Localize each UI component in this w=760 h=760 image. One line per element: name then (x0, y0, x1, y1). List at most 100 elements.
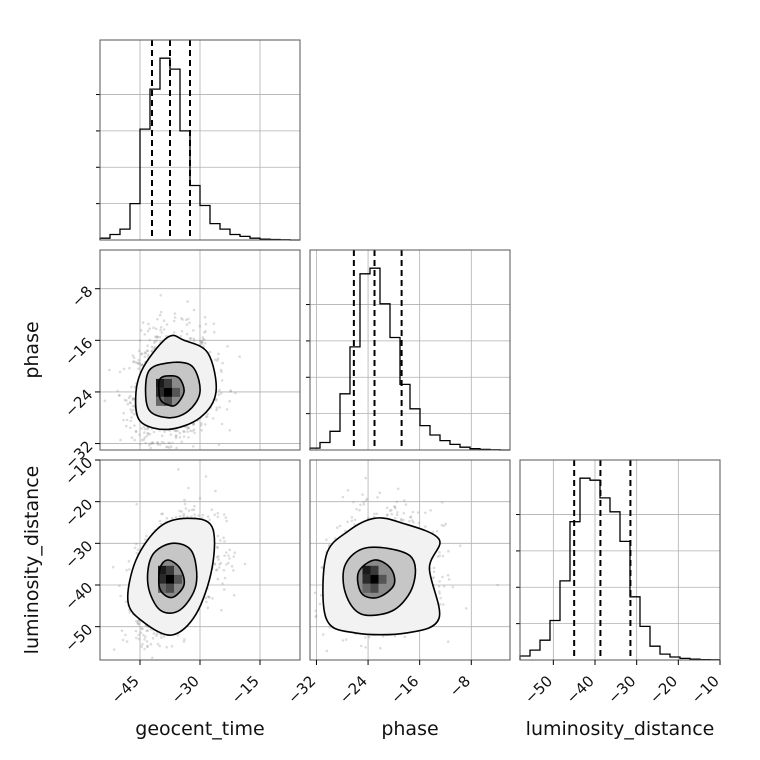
scatter-point (141, 642, 144, 646)
scatter-point (146, 644, 149, 648)
scatter-point (200, 341, 203, 345)
scatter-point (160, 452, 163, 455)
density-bin (370, 583, 379, 593)
scatter-point (158, 313, 162, 317)
scatter-point (135, 636, 138, 640)
panel-content (313, 476, 499, 653)
scatter-point (155, 335, 159, 338)
scatter-point (346, 520, 349, 524)
y-tick-label-luminosity_distance: −50 (61, 620, 96, 655)
scatter-point (378, 491, 382, 495)
scatter-point (219, 368, 223, 372)
scatter-point (127, 560, 131, 563)
scatter-point (216, 534, 220, 538)
scatter-point (132, 408, 135, 412)
scatter-point (366, 516, 370, 520)
scatter-point (402, 511, 406, 515)
scatter-point (217, 555, 220, 558)
scatter-point (134, 429, 138, 433)
scatter-point (217, 566, 221, 569)
scatter-point (432, 570, 436, 574)
scatter-point (185, 323, 189, 327)
scatter-point (215, 399, 218, 402)
scatter-point (217, 393, 221, 397)
scatter-point (162, 452, 165, 455)
scatter-point (186, 427, 189, 431)
scatter-point (403, 499, 406, 502)
scatter-point (129, 419, 132, 423)
scatter-point (128, 611, 132, 614)
scatter-point (390, 508, 393, 512)
scatter-point (234, 391, 237, 395)
scatter-point (439, 596, 442, 600)
scatter-point (151, 441, 155, 444)
scatter-point (206, 515, 210, 518)
scatter-point (135, 503, 138, 506)
scatter-point (441, 554, 445, 558)
scatter-point (185, 332, 189, 336)
scatter-point (225, 519, 228, 523)
scatter-point (385, 506, 389, 510)
x-tick-label-phase: −24 (336, 672, 371, 707)
scatter-point (160, 440, 164, 444)
scatter-point (211, 597, 214, 600)
scatter-point (154, 335, 157, 339)
density-bin (164, 387, 172, 397)
scatter-point (446, 574, 450, 577)
scatter-point (180, 317, 183, 320)
scatter-point (171, 516, 174, 520)
scatter-point (189, 429, 192, 433)
scatter-point (355, 507, 358, 511)
scatter-point (214, 397, 218, 401)
scatter-point (328, 626, 332, 629)
scatter-point (146, 645, 149, 648)
scatter-point (214, 489, 217, 493)
scatter-point (158, 644, 161, 648)
scatter-point (162, 635, 166, 638)
scatter-point (143, 427, 147, 431)
scatter-point (218, 406, 221, 409)
scatter-point (150, 350, 154, 353)
x-tick-label-luminosity_distance: −20 (646, 672, 681, 707)
x-tick-label-geocent_time: −15 (228, 672, 263, 707)
scatter-point (127, 396, 131, 400)
scatter-point (192, 508, 196, 512)
scatter-point (141, 321, 145, 324)
scatter-point (144, 635, 147, 638)
scatter-point (353, 518, 357, 522)
scatter-point (440, 524, 444, 527)
y-tick-label-luminosity_distance: −30 (61, 537, 96, 572)
scatter-point (186, 430, 189, 434)
scatter-point (165, 646, 168, 649)
scatter-point (129, 394, 132, 398)
scatter-point (122, 418, 125, 422)
scatter-point (219, 539, 222, 542)
scatter-point (134, 430, 138, 434)
density-bin (362, 565, 371, 575)
scatter-point (143, 333, 147, 336)
scatter-point (125, 424, 128, 428)
scatter-point (197, 514, 200, 517)
scatter-point (243, 562, 247, 566)
scatter-point (140, 352, 144, 356)
scatter-point (215, 545, 219, 549)
scatter-point (155, 632, 159, 636)
scatter-point (156, 318, 159, 321)
scatter-point (219, 561, 223, 565)
scatter-point (124, 633, 127, 637)
scatter-point (350, 516, 354, 519)
scatter-point (124, 600, 128, 604)
scatter-point (178, 431, 182, 435)
panel-content (103, 294, 241, 455)
scatter-point (137, 633, 140, 637)
scatter-point (187, 317, 190, 321)
scatter-point (225, 563, 228, 566)
scatter-point (146, 427, 149, 431)
x-axis-label-luminosity-distance: luminosity_distance (526, 718, 715, 740)
scatter-point (203, 315, 207, 319)
contour-line-2 (322, 517, 441, 636)
scatter-point (191, 508, 194, 512)
scatter-point (395, 513, 399, 517)
scatter-point (221, 361, 224, 365)
scatter-point (136, 361, 140, 365)
